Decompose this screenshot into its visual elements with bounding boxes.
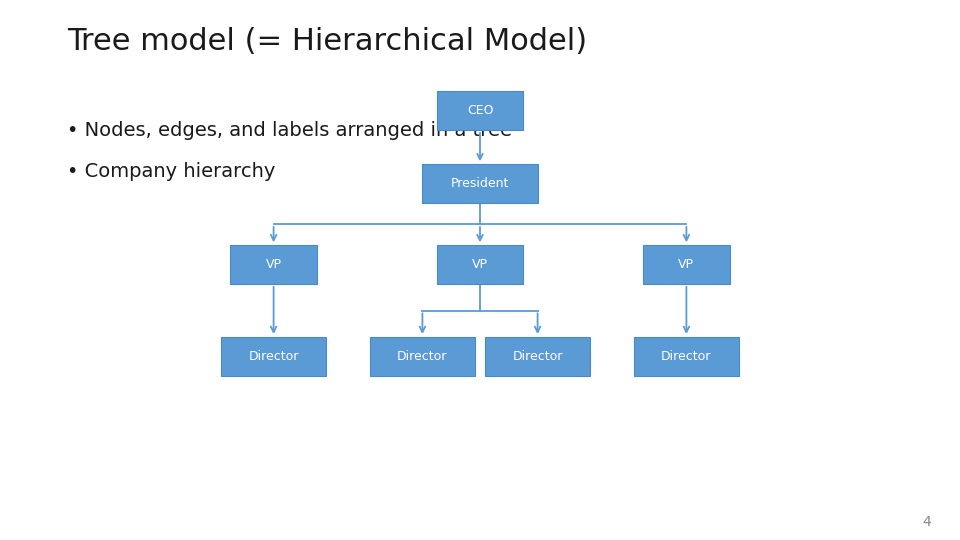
Text: • Company hierarchy: • Company hierarchy <box>67 162 276 181</box>
FancyBboxPatch shape <box>485 337 590 376</box>
Text: Director: Director <box>397 350 447 363</box>
FancyBboxPatch shape <box>221 337 326 376</box>
FancyBboxPatch shape <box>422 164 538 203</box>
FancyBboxPatch shape <box>437 245 523 284</box>
Text: Director: Director <box>513 350 563 363</box>
Text: Director: Director <box>249 350 299 363</box>
Text: 4: 4 <box>923 515 931 529</box>
FancyBboxPatch shape <box>230 245 317 284</box>
Text: Director: Director <box>661 350 711 363</box>
Text: VP: VP <box>472 258 488 271</box>
Text: President: President <box>451 177 509 190</box>
FancyBboxPatch shape <box>643 245 730 284</box>
Text: VP: VP <box>266 258 281 271</box>
FancyBboxPatch shape <box>437 91 523 130</box>
Text: CEO: CEO <box>467 104 493 117</box>
Text: • Nodes, edges, and labels arranged in a tree: • Nodes, edges, and labels arranged in a… <box>67 122 513 140</box>
Text: VP: VP <box>679 258 694 271</box>
FancyBboxPatch shape <box>634 337 739 376</box>
FancyBboxPatch shape <box>370 337 475 376</box>
Text: Tree model (= Hierarchical Model): Tree model (= Hierarchical Model) <box>67 27 588 56</box>
